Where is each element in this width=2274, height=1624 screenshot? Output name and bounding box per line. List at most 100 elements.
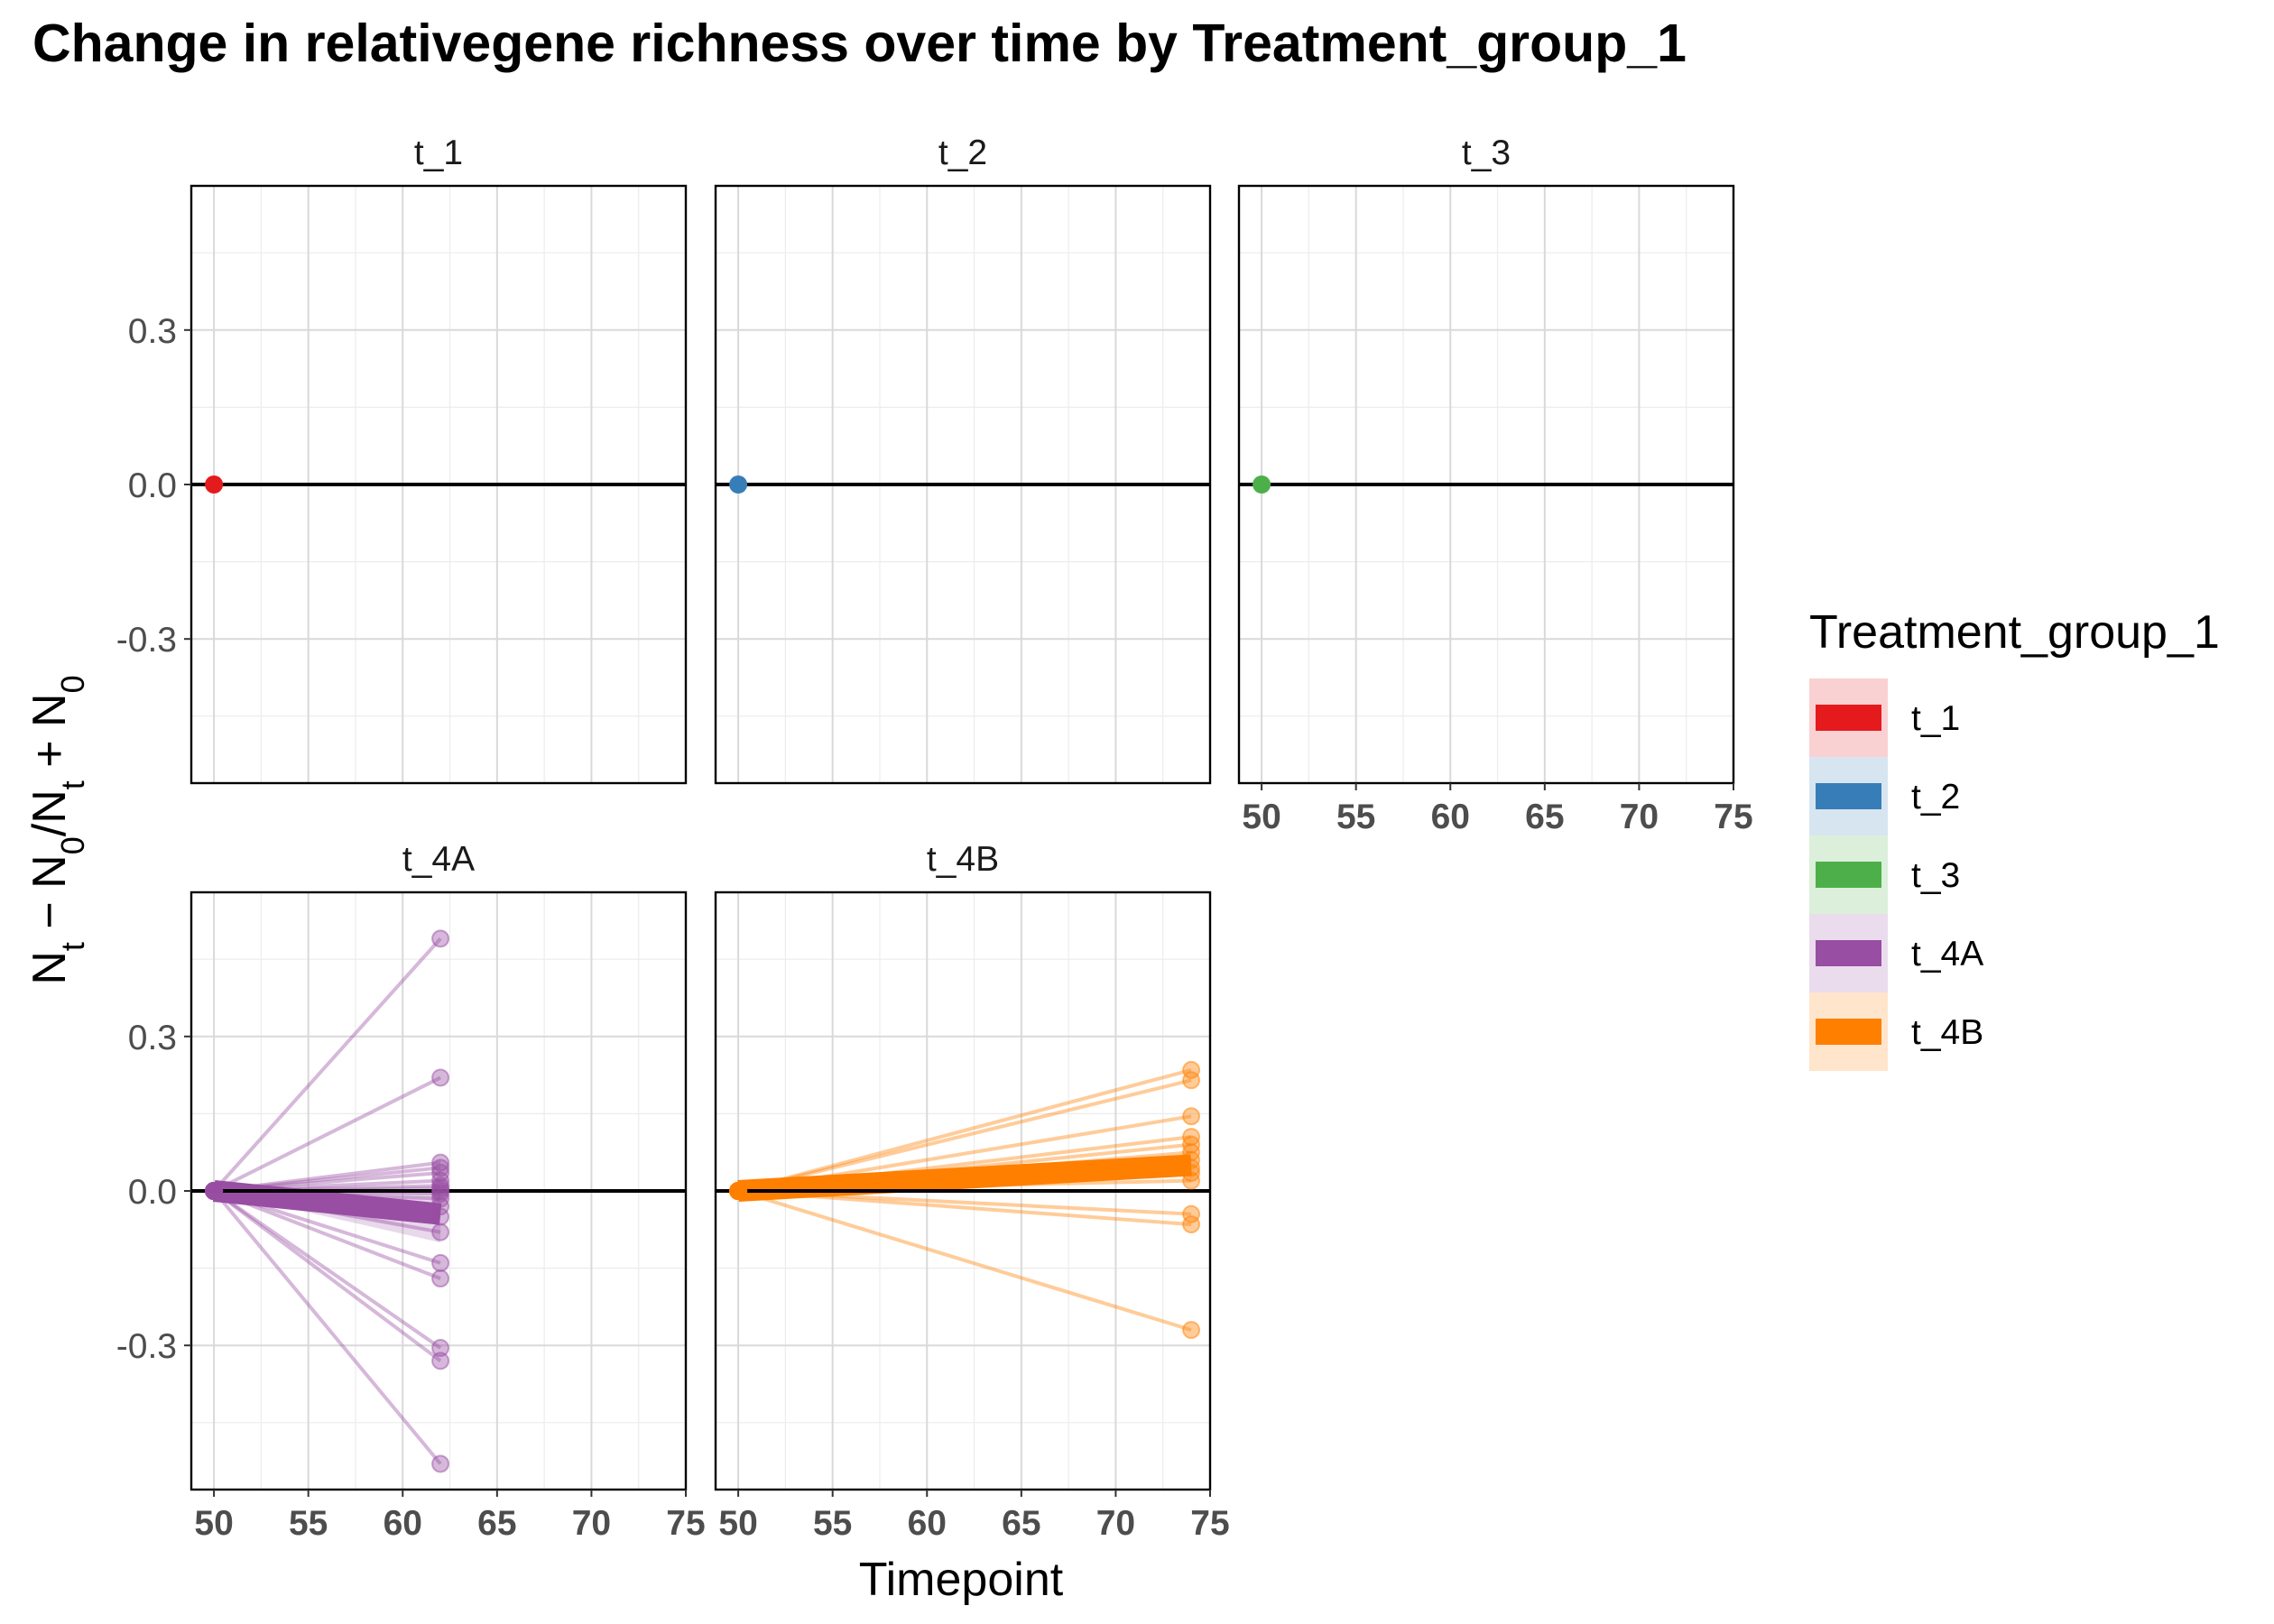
data-point-start: [729, 475, 748, 494]
legend: Treatment_group_1 t_1 t_2 t_3 t_4A t_4B: [1809, 606, 2220, 1071]
x-tick-label: 50: [194, 1504, 233, 1543]
legend-label: t_1: [1911, 699, 1960, 738]
x-tick-label: 70: [1096, 1504, 1135, 1543]
x-tick-label: 75: [1190, 1504, 1229, 1543]
trajectory-line: [212, 937, 442, 1193]
y-axis-title-part: −: [23, 889, 76, 942]
x-tick-label: 55: [289, 1504, 328, 1543]
trajectory-line: [212, 1189, 442, 1465]
data-point-end: [1182, 1171, 1201, 1190]
data-point-end: [431, 929, 450, 948]
legend-key-swatch: [1816, 705, 1881, 731]
data-point-end: [431, 1454, 450, 1473]
legend-key-swatch: [1816, 940, 1881, 966]
y-axis-title-part: N: [23, 854, 76, 889]
trend-line: [212, 1180, 442, 1225]
y-axis-title-part: N: [23, 951, 76, 985]
panel-border: [714, 184, 1212, 785]
facet-strip-label: t_4A: [402, 840, 475, 879]
y-tick-label: 0.3: [128, 1019, 177, 1057]
data-point-end: [431, 1269, 450, 1288]
legend-entries: t_1 t_2 t_3 t_4A t_4B: [1809, 678, 1983, 1071]
legend-label: t_3: [1911, 856, 1960, 895]
data-point-end: [431, 1158, 450, 1177]
x-tick-label: 65: [1525, 798, 1564, 836]
x-tick-label: 65: [477, 1504, 516, 1543]
data-point-end: [431, 1352, 450, 1370]
legend-key-swatch: [1816, 1019, 1881, 1045]
data-point-end: [1182, 1215, 1201, 1234]
x-tick-label: 55: [813, 1504, 852, 1543]
data-point-end: [431, 1207, 450, 1226]
y-axis-title-sub: 0: [54, 836, 91, 854]
data-point-end: [431, 1223, 450, 1241]
facet-panel-t_3: t_3: [1237, 134, 1735, 785]
y-tick-label: 0.3: [128, 312, 177, 351]
facet-panel-t_4A: t_4A: [190, 840, 688, 1491]
trajectory-line: [737, 1078, 1192, 1193]
legend-label: t_4A: [1911, 935, 1983, 973]
y-tick-label: -0.3: [116, 1327, 177, 1366]
legend-label: t_2: [1911, 778, 1960, 817]
x-tick-label: 65: [1002, 1504, 1040, 1543]
legend-key-swatch: [1816, 862, 1881, 888]
y-axis-title: Nt − N0/Nt + N0: [23, 675, 91, 984]
y-axis-title-part: +: [23, 727, 76, 780]
x-axis-title: Timepoint: [859, 1554, 1064, 1606]
legend-entry-t_2: t_2: [1809, 757, 1960, 835]
x-tick-label: 60: [1431, 798, 1470, 836]
y-axis-title-part: /: [23, 823, 76, 836]
facet-strip-label: t_3: [1462, 134, 1511, 172]
panel-border: [714, 890, 1212, 1491]
legend-entry-t_4A: t_4A: [1809, 914, 1983, 992]
trend-line: [737, 1154, 1192, 1202]
x-tick-label: 75: [1714, 798, 1752, 836]
data-point-end: [431, 1253, 450, 1272]
y-tick-label: 0.0: [128, 466, 177, 505]
trajectory-line: [737, 1067, 1192, 1193]
facet-strip-label: t_1: [414, 134, 463, 172]
legend-key-swatch: [1816, 783, 1881, 809]
y-tick-label: 0.0: [128, 1173, 177, 1212]
y-tick-label: -0.3: [116, 621, 177, 660]
chart-title: Change in relativegene richness over tim…: [32, 14, 1687, 73]
panel-border: [1237, 184, 1735, 785]
ticks-layer: 0.3 0.0 -0.3 50 55 60 65 70 75 0.3 0.0 -0.3 50 55 60 65…: [116, 312, 1753, 1543]
y-axis-title-sub: t: [54, 780, 91, 789]
data-point-end: [1182, 1158, 1201, 1177]
x-tick-label: 70: [1620, 798, 1659, 836]
facet-strip-label: t_2: [938, 134, 987, 172]
trajectory-line: [737, 1189, 1192, 1332]
facet-strip-label: t_4B: [927, 840, 999, 879]
facet-panel-t_2: t_2: [714, 134, 1212, 785]
x-tick-label: 60: [908, 1504, 947, 1543]
trajectory-line: [213, 1075, 441, 1193]
legend-title: Treatment_group_1: [1809, 606, 2220, 659]
facet-panel-t_4B: t_4B: [714, 840, 1212, 1491]
legend-entry-t_4B: t_4B: [1809, 992, 1983, 1071]
data-point-end: [1182, 1107, 1201, 1126]
data-point-start: [205, 1182, 224, 1200]
y-axis-title-sub: t: [54, 942, 91, 951]
facet-panel-t_1: t_1: [190, 134, 688, 785]
data-point-end: [431, 1068, 450, 1087]
data-point-end: [431, 1184, 450, 1203]
x-tick-label: 55: [1336, 798, 1375, 836]
legend-label: t_4B: [1911, 1013, 1983, 1052]
data-point-end: [1182, 1321, 1201, 1340]
x-tick-label: 50: [718, 1504, 757, 1543]
x-tick-label: 50: [1242, 798, 1280, 836]
data-point-start: [1253, 475, 1271, 494]
trajectory-line: [212, 1189, 442, 1350]
trajectory-line: [212, 1189, 442, 1362]
data-point-end: [431, 1339, 450, 1358]
legend-entry-t_3: t_3: [1809, 835, 1960, 914]
y-axis-title-part: N: [23, 693, 76, 727]
data-point-end: [1182, 1071, 1201, 1090]
x-tick-label: 75: [666, 1504, 705, 1543]
x-tick-label: 70: [572, 1504, 611, 1543]
panels-layer: t_1 t_2 t_3 t_4A t_4B: [190, 134, 1735, 1491]
legend-entry-t_1: t_1: [1809, 678, 1960, 757]
y-axis-title-sub: 0: [54, 675, 91, 693]
